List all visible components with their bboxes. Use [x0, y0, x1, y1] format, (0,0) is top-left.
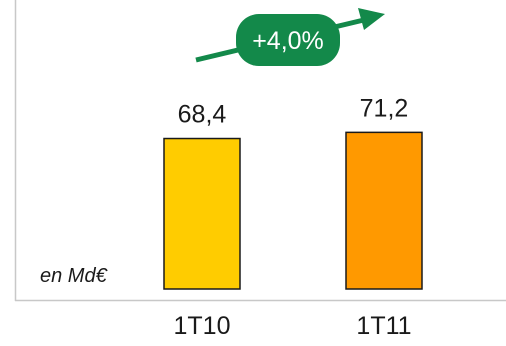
- value-label-1T11: 71,2: [360, 94, 409, 122]
- unit-label: en Md€: [40, 265, 108, 287]
- growth-badge: [236, 14, 340, 66]
- growth-arrowhead-icon: [358, 8, 385, 30]
- bar-1T11: [345, 131, 423, 290]
- category-label-1T11: 1T11: [356, 312, 411, 340]
- bar-1T10: [163, 137, 241, 290]
- growth-badge-text: +4,0%: [252, 27, 324, 55]
- value-label-1T10: 68,4: [178, 101, 227, 129]
- category-label-1T10: 1T10: [174, 312, 231, 340]
